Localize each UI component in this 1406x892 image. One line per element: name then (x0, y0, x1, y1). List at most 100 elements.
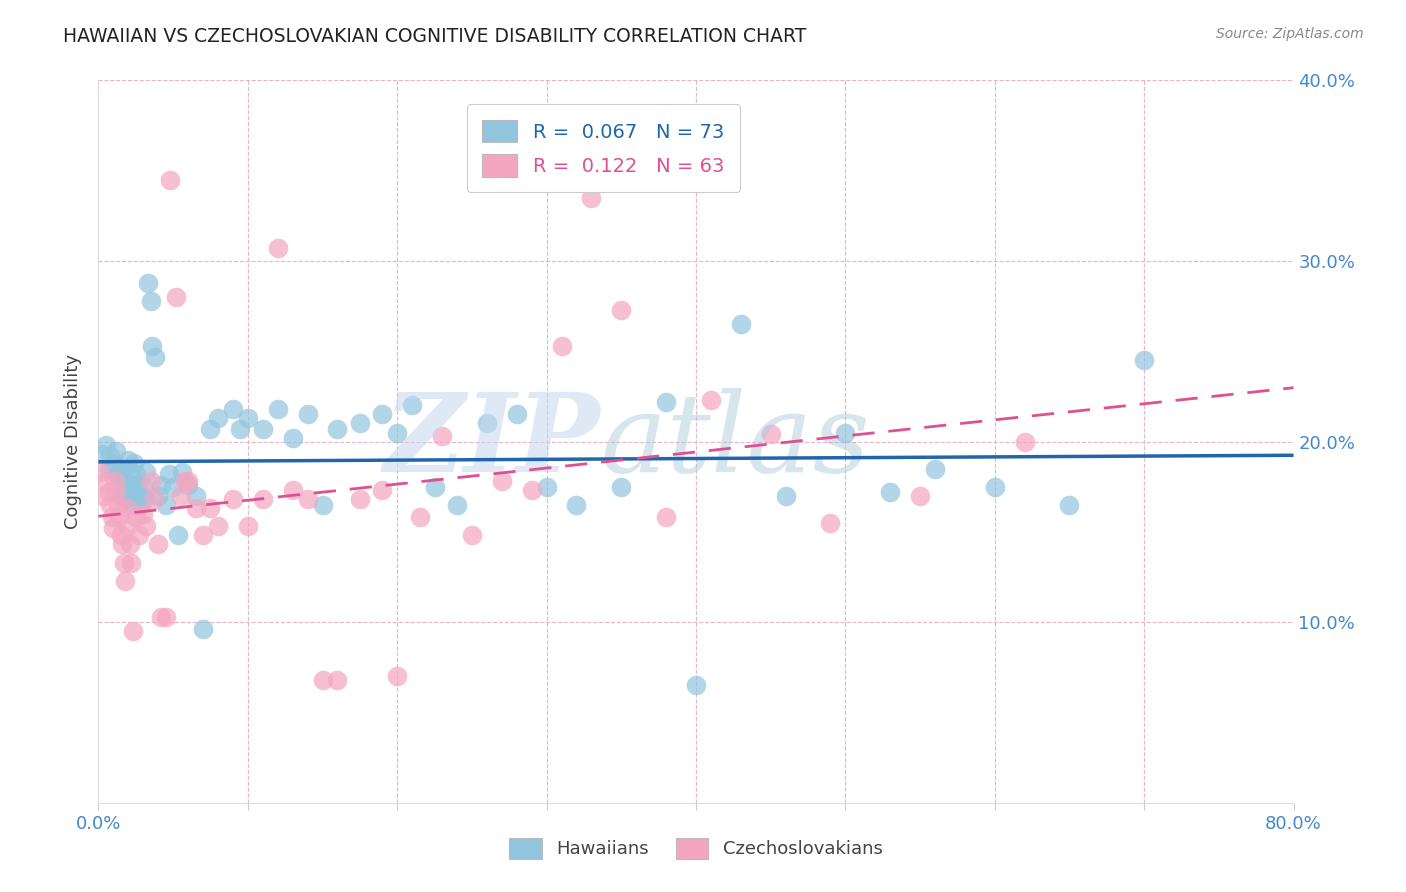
Point (297, 408, 319, 422)
Point (148, 489, 170, 503)
Point (128, 528, 150, 542)
Point (134, 492, 156, 507)
Point (143, 350, 166, 364)
Point (128, 489, 150, 503)
Point (101, 510, 124, 524)
Point (111, 537, 134, 551)
Point (117, 519, 139, 533)
Point (98, 449, 122, 463)
Point (155, 609, 177, 624)
Point (550, 339, 572, 353)
Point (252, 422, 274, 436)
Point (115, 492, 138, 507)
Point (908, 489, 931, 503)
Point (135, 519, 157, 533)
Point (112, 556, 135, 570)
Point (520, 483, 543, 498)
Point (117, 452, 139, 467)
Point (124, 456, 146, 470)
Point (326, 673, 349, 687)
Point (125, 510, 148, 524)
Point (142, 492, 165, 507)
Point (834, 425, 856, 440)
Point (107, 498, 129, 512)
Point (110, 471, 132, 485)
Point (115, 501, 138, 516)
Point (159, 172, 181, 186)
Point (491, 475, 513, 489)
Point (120, 478, 142, 492)
Point (165, 290, 187, 304)
Point (121, 624, 143, 639)
Point (326, 422, 349, 436)
Point (222, 492, 245, 507)
Point (112, 475, 135, 489)
Legend: Hawaiians, Czechoslovakians: Hawaiians, Czechoslovakians (502, 830, 890, 866)
Point (236, 411, 259, 425)
Point (129, 498, 152, 512)
Point (177, 475, 200, 489)
Point (150, 609, 173, 624)
Point (150, 478, 173, 492)
Point (311, 673, 333, 687)
Point (536, 480, 558, 494)
Point (132, 507, 155, 521)
Point (984, 480, 1007, 494)
Point (924, 461, 946, 475)
Point (1059, 498, 1081, 512)
Point (191, 528, 214, 542)
Point (97, 461, 120, 475)
Point (700, 392, 723, 407)
Point (114, 485, 136, 500)
Text: atlas: atlas (600, 388, 870, 495)
Point (430, 429, 453, 443)
Point (111, 461, 134, 475)
Point (118, 465, 141, 479)
Text: ZIP: ZIP (384, 388, 600, 495)
Point (94, 438, 117, 452)
Point (110, 528, 132, 542)
Point (169, 489, 191, 503)
Point (200, 422, 222, 436)
Point (104, 475, 127, 489)
Point (118, 537, 141, 551)
Text: HAWAIIAN VS CZECHOSLOVAKIAN COGNITIVE DISABILITY CORRELATION CHART: HAWAIIAN VS CZECHOSLOVAKIAN COGNITIVE DI… (63, 27, 807, 45)
Point (311, 498, 333, 512)
Point (820, 516, 842, 530)
Point (236, 519, 259, 533)
Point (110, 489, 132, 503)
Point (157, 467, 180, 481)
Point (446, 498, 468, 512)
Point (120, 489, 142, 503)
Point (730, 317, 752, 331)
Point (281, 483, 304, 498)
Point (90, 447, 112, 461)
Point (200, 501, 222, 516)
Point (385, 425, 409, 440)
Point (297, 492, 319, 507)
Point (125, 467, 148, 481)
Point (172, 465, 194, 479)
Point (166, 528, 188, 542)
Point (103, 521, 125, 535)
Point (408, 510, 430, 524)
Point (222, 402, 245, 417)
Point (229, 422, 252, 436)
Point (207, 519, 229, 533)
Point (174, 475, 197, 489)
Y-axis label: Cognitive Disability: Cognitive Disability (65, 354, 83, 529)
Point (184, 501, 207, 516)
Point (139, 293, 162, 308)
Point (162, 480, 184, 494)
Point (114, 574, 136, 588)
Point (139, 475, 162, 489)
Point (349, 417, 371, 431)
Point (141, 339, 163, 353)
Point (132, 480, 155, 494)
Point (371, 483, 394, 498)
Point (103, 456, 125, 470)
Point (267, 402, 290, 417)
Point (610, 480, 633, 494)
Point (371, 408, 394, 422)
Point (97, 485, 120, 500)
